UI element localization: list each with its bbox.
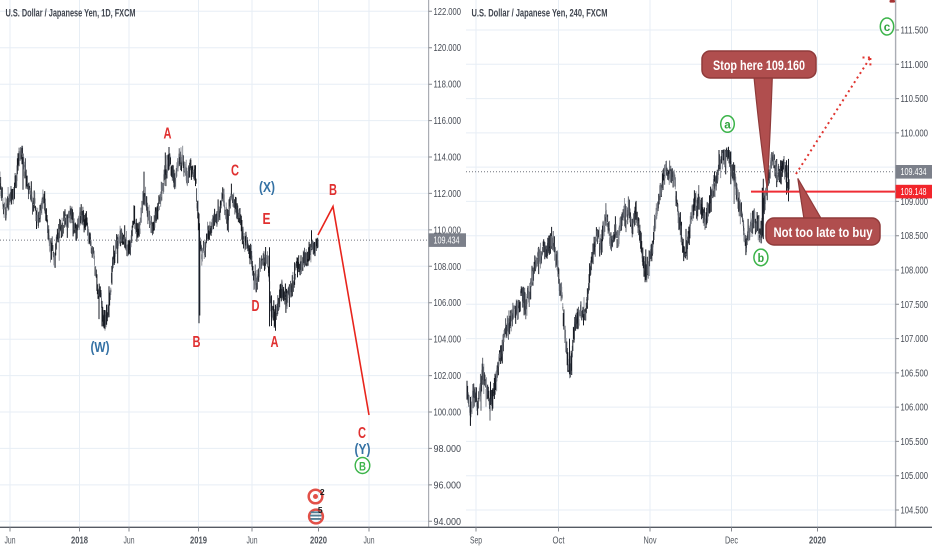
svg-text:2018: 2018 [71,536,88,547]
svg-text:109.434: 109.434 [901,167,927,178]
svg-text:Dec: Dec [725,536,738,547]
svg-text:a: a [724,118,731,132]
svg-text:98.000: 98.000 [434,444,462,455]
svg-text:108.500: 108.500 [901,231,929,242]
svg-text:B: B [359,460,366,474]
svg-text:Sep: Sep [470,536,482,547]
svg-text:106.000: 106.000 [434,298,462,309]
svg-text:105.000: 105.000 [901,471,929,482]
svg-text:111.500: 111.500 [901,26,929,37]
svg-text:108.000: 108.000 [901,266,929,277]
svg-text:C: C [231,163,239,180]
svg-text:E: E [263,211,271,228]
svg-text:107.500: 107.500 [901,300,929,311]
svg-text:c: c [884,20,891,34]
svg-text:110.000: 110.000 [901,128,929,139]
svg-text:5: 5 [318,505,323,515]
svg-text:111.000: 111.000 [901,60,929,71]
svg-text:102.000: 102.000 [434,371,462,382]
svg-text:b: b [758,251,765,265]
svg-text:110.500: 110.500 [901,94,929,105]
svg-text:Jun: Jun [124,536,135,547]
svg-text:94.000: 94.000 [434,517,462,528]
svg-text:U.S. Dollar / Japanese Yen, 1D: U.S. Dollar / Japanese Yen, 1D, FXCM [6,8,136,20]
svg-text:2: 2 [320,487,325,497]
svg-text:118.000: 118.000 [434,80,462,91]
svg-text:Stop here 109.160: Stop here 109.160 [713,57,805,73]
svg-text:109.000: 109.000 [901,197,929,208]
svg-text:104.500: 104.500 [901,506,929,517]
svg-text:A: A [164,126,172,143]
svg-text:116.000: 116.000 [434,116,462,127]
svg-text:U.S. Dollar / Japanese Yen, 24: U.S. Dollar / Japanese Yen, 240, FXCM [472,8,608,20]
svg-text:2019: 2019 [190,536,207,547]
svg-text:Jun: Jun [5,536,16,547]
svg-text:(X): (X) [259,179,275,196]
svg-text:A: A [271,334,279,351]
svg-text:Jun: Jun [247,536,258,547]
svg-text:C: C [358,425,366,442]
svg-text:122.000: 122.000 [434,7,462,18]
svg-text:(Y): (Y) [355,441,371,458]
svg-text:2020: 2020 [809,536,826,547]
svg-text:(W): (W) [91,339,110,356]
svg-text:120.000: 120.000 [434,43,462,54]
svg-text:Oct: Oct [553,536,565,547]
svg-text:114.000: 114.000 [434,153,462,164]
svg-text:106.500: 106.500 [901,368,929,379]
svg-text:105.500: 105.500 [901,437,929,448]
svg-text:108.000: 108.000 [434,262,462,273]
svg-text:Jun: Jun [364,536,375,547]
svg-text:112.000: 112.000 [434,189,462,200]
svg-text:D: D [252,298,260,315]
svg-text:B: B [193,334,201,351]
svg-text:106.000: 106.000 [901,403,929,414]
svg-text:Nov: Nov [644,536,657,547]
svg-text:104.000: 104.000 [434,335,462,346]
svg-text:109.434: 109.434 [434,235,460,246]
svg-text:2020: 2020 [310,536,327,547]
svg-text:B: B [329,182,337,199]
svg-text:96.000: 96.000 [434,480,462,491]
svg-text:110.000: 110.000 [434,225,462,236]
svg-text:Not too late to buy: Not too late to buy [774,224,873,240]
svg-text:109.148: 109.148 [901,187,927,198]
svg-text:100.000: 100.000 [434,408,462,419]
svg-text:107.000: 107.000 [901,334,929,345]
